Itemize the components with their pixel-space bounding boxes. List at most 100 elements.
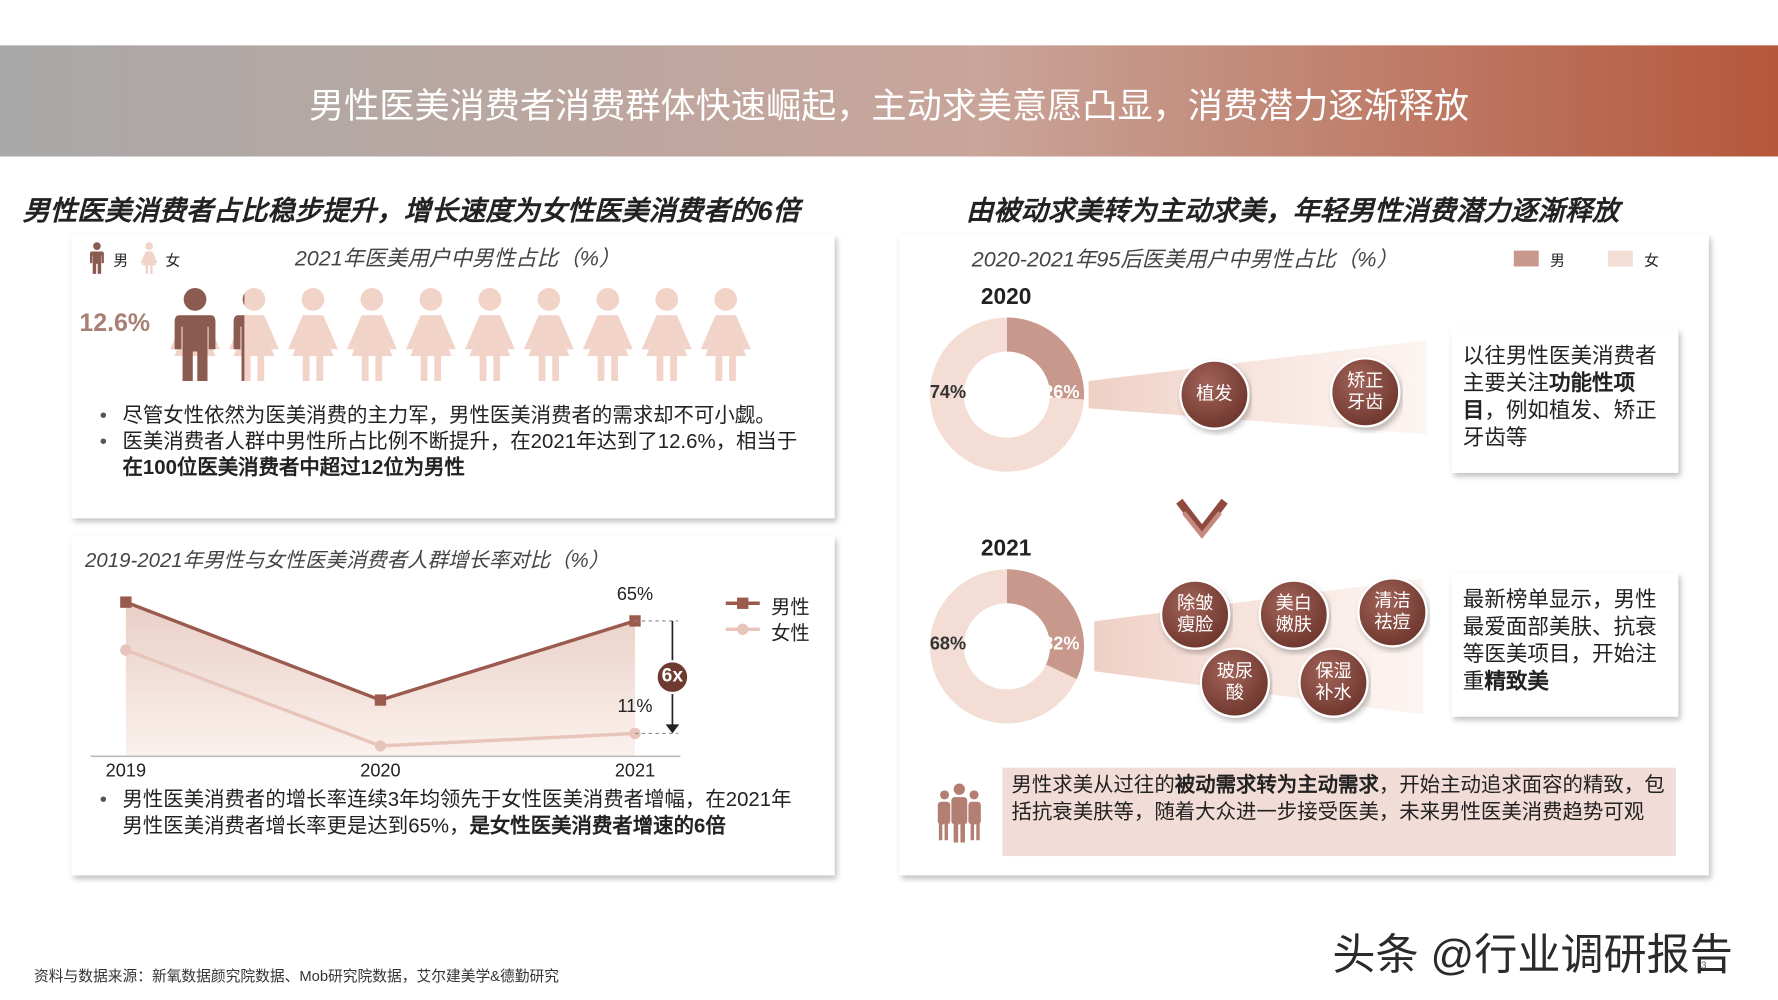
person-icon	[523, 288, 574, 382]
icon-head	[93, 242, 101, 251]
icon-body	[641, 315, 692, 382]
marker	[120, 644, 132, 656]
legend-marker	[737, 623, 749, 636]
item-circle	[1357, 577, 1428, 648]
bullet-list: 尽管女性依然为医美消费的主力军，男性医美消费者的需求却不可小觑。医美消费者人群中…	[98, 403, 801, 481]
marker	[120, 596, 132, 608]
icon-body	[700, 315, 751, 382]
legend-label: 女	[1644, 251, 1659, 269]
person-icon	[405, 288, 456, 382]
icon-head	[183, 288, 207, 311]
donut-year: 2020	[980, 284, 1032, 310]
icon-body	[288, 315, 338, 382]
text-run: 男性求美从过往的	[1011, 773, 1175, 797]
icon-head	[301, 288, 325, 311]
item-label circle-label: 玻尿酸	[1216, 662, 1253, 704]
text-run: 以往男性医美消费者主要关注	[1462, 344, 1657, 396]
bullet-list: 男性医美消费者的增长率连续3年均领先于女性医美消费者增幅，在2021年男性医美消…	[98, 787, 807, 839]
note-box	[1451, 328, 1679, 473]
value-label: 68%	[929, 635, 967, 655]
chart-title: 2021年医美用户中男性占比（%）	[294, 247, 621, 272]
text-run: 尽管女性依然为医美消费的主力军，男性医美消费者的需求却不可小觑。	[122, 403, 776, 427]
person-icon	[174, 288, 216, 382]
text-run: 最新榜单显示，男性最爱面部美肤、抗衰等医美项目，开始注重	[1462, 588, 1657, 694]
section-heading: 男性医美消费者占比稳步提升，增长速度为女性医美消费者的6倍	[22, 196, 800, 227]
icon-head	[242, 293, 245, 306]
item-circle	[1298, 647, 1369, 718]
item-label circle-label: 保湿补水	[1315, 662, 1352, 704]
icon-body	[582, 315, 633, 382]
source-note: 资料与数据来源：新氧数据颜究院数据、Mob研究院数据，艾尔建美学&德勤研究	[34, 967, 559, 985]
text-run: 功能性项目	[1462, 371, 1636, 423]
value-label: 32%	[1043, 635, 1080, 655]
legend-label: 男	[113, 251, 129, 269]
icon-head	[537, 288, 561, 311]
icon-body	[523, 315, 574, 382]
item-label circle-label: 美白嫩肤	[1275, 594, 1312, 636]
legend-marker	[737, 597, 749, 609]
legend-swatch	[1513, 250, 1539, 267]
legend-swatch	[1607, 250, 1633, 267]
chart-title: 2020-2021年95后医美用户中男性占比（%）	[971, 248, 1399, 273]
legend-label: 男	[1550, 251, 1565, 269]
donut-slice	[929, 317, 1084, 472]
value-label: 11%	[617, 697, 653, 717]
person-icon	[700, 288, 751, 382]
person-icon	[288, 288, 338, 382]
icon-head	[419, 288, 443, 311]
person-icon	[582, 288, 633, 382]
donut-slice	[1006, 569, 1085, 680]
bullet: 医美消费者人群中男性所占比例不断提升，在2021年达到了12.6%，相当于在10…	[98, 429, 801, 481]
marker	[629, 615, 641, 627]
text-run: 精致美	[1484, 670, 1549, 694]
item-circle	[1330, 357, 1401, 428]
value-label: 26%	[1043, 383, 1080, 403]
text-run: ，例如植发、矫正牙齿等	[1462, 399, 1657, 451]
summary-box	[1002, 767, 1676, 857]
text-run: ，开始主动追求面容的精致，包括抗衰美肤等，随着大众进一步接受医美，未来男性医美消…	[1011, 773, 1665, 823]
summary-text: 男性求美从过往的被动需求转为主动需求，开始主动追求面容的精致，包括抗衰美肤等，随…	[1011, 772, 1666, 825]
icon-head	[655, 288, 679, 311]
donut-year: 2021	[980, 536, 1032, 562]
ratio-badge	[655, 660, 690, 695]
text-run: 医美消费者人群中男性所占比例不断提升，在2021年达到了12.6%，相当于	[122, 429, 798, 453]
donut-slice	[929, 569, 1077, 724]
item-label circle-label: 矫正牙齿	[1347, 371, 1384, 413]
page-number: 3	[1700, 959, 1707, 971]
area	[125, 602, 636, 757]
value-label: 12.6%	[79, 308, 151, 337]
x-tick-label: 2021	[614, 762, 656, 782]
icon-body	[89, 251, 104, 274]
donut-slice	[1006, 317, 1085, 400]
bullet: 尽管女性依然为医美消费的主力军，男性医美消费者的需求却不可小觑。	[98, 403, 801, 429]
icon-body	[346, 315, 397, 382]
marker	[629, 727, 641, 740]
note-text: 以往男性医美消费者主要关注功能性项目，例如植发、矫正牙齿等	[1463, 344, 1669, 453]
header-band	[0, 45, 1778, 157]
section-heading: 由被动求美转为主动求美，年轻男性消费潜力逐渐释放	[966, 196, 1620, 227]
marker	[374, 740, 387, 752]
legend-label: 女	[165, 251, 181, 269]
bullet: 男性医美消费者的增长率连续3年均领先于女性医美消费者增幅，在2021年男性医美消…	[98, 787, 807, 839]
pictogram-male	[174, 288, 245, 382]
item-label circle-label: 除皱瘦脸	[1177, 594, 1214, 636]
icon-body	[405, 315, 456, 382]
person-icon	[346, 288, 397, 382]
note-box	[1451, 572, 1679, 717]
icon-body	[229, 315, 279, 382]
text-run: 男性医美消费者的增长率连续3年均领先于女性医美消费者增幅，在2021年男性医美消…	[122, 788, 792, 837]
legend-icon	[140, 242, 158, 274]
chart-title: 2019-2021年男性与女性医美消费者人群增长率对比（%）	[85, 548, 610, 572]
value-label: 65%	[616, 584, 654, 604]
person-icon	[464, 288, 515, 382]
icon-head	[145, 242, 153, 251]
item-label circle-label: 植发	[1196, 384, 1233, 405]
icon-body	[140, 251, 158, 274]
annotation: 6x	[661, 664, 684, 687]
item-circle	[1160, 579, 1231, 650]
person-icon	[233, 293, 245, 382]
legend-label: 女性	[771, 622, 810, 645]
person-icon	[229, 288, 279, 382]
chevron	[1176, 498, 1228, 539]
